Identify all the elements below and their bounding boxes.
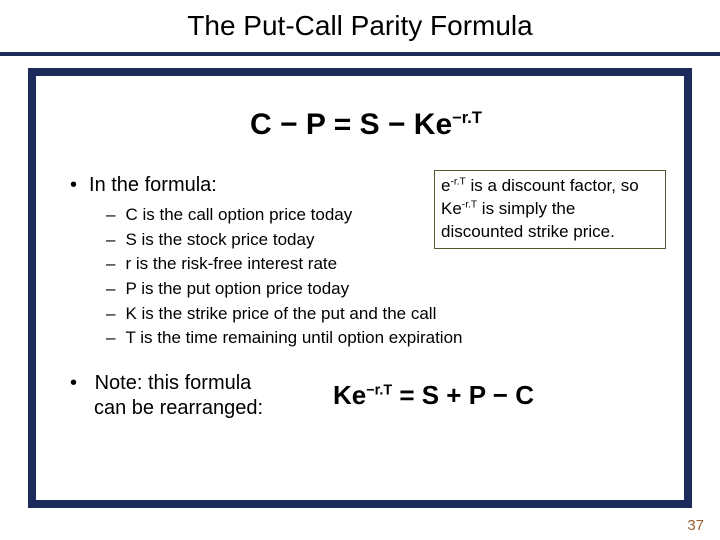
list-item: T is the time remaining until option exp… [106,326,662,351]
note-line1: Note: this formula [95,372,252,394]
list-item: P is the put option price today [106,277,662,302]
callout-box: e-r.T is a discount factor, so Ke-r.T is… [434,170,666,249]
formula-main: C − P = S − Ke−r.T [70,108,662,142]
note-row: Note: this formula can be rearranged: Ke… [70,371,662,421]
formula-rearranged: Ke−r.T = S + P − C [333,380,534,411]
note-text: Note: this formula can be rearranged: [70,371,263,421]
list-item: r is the risk-free interest rate [106,252,662,277]
note-line2: can be rearranged: [94,397,263,419]
content-row: In the formula: C is the call option pri… [70,174,662,351]
title-bar: The Put-Call Parity Formula [0,0,720,56]
list-item: K is the strike price of the put and the… [106,302,662,327]
page-number: 37 [687,517,704,534]
panel-inner: C − P = S − Ke−r.T In the formula: C is … [36,76,684,500]
slide-title: The Put-Call Parity Formula [187,10,532,42]
main-panel: C − P = S − Ke−r.T In the formula: C is … [28,68,692,508]
